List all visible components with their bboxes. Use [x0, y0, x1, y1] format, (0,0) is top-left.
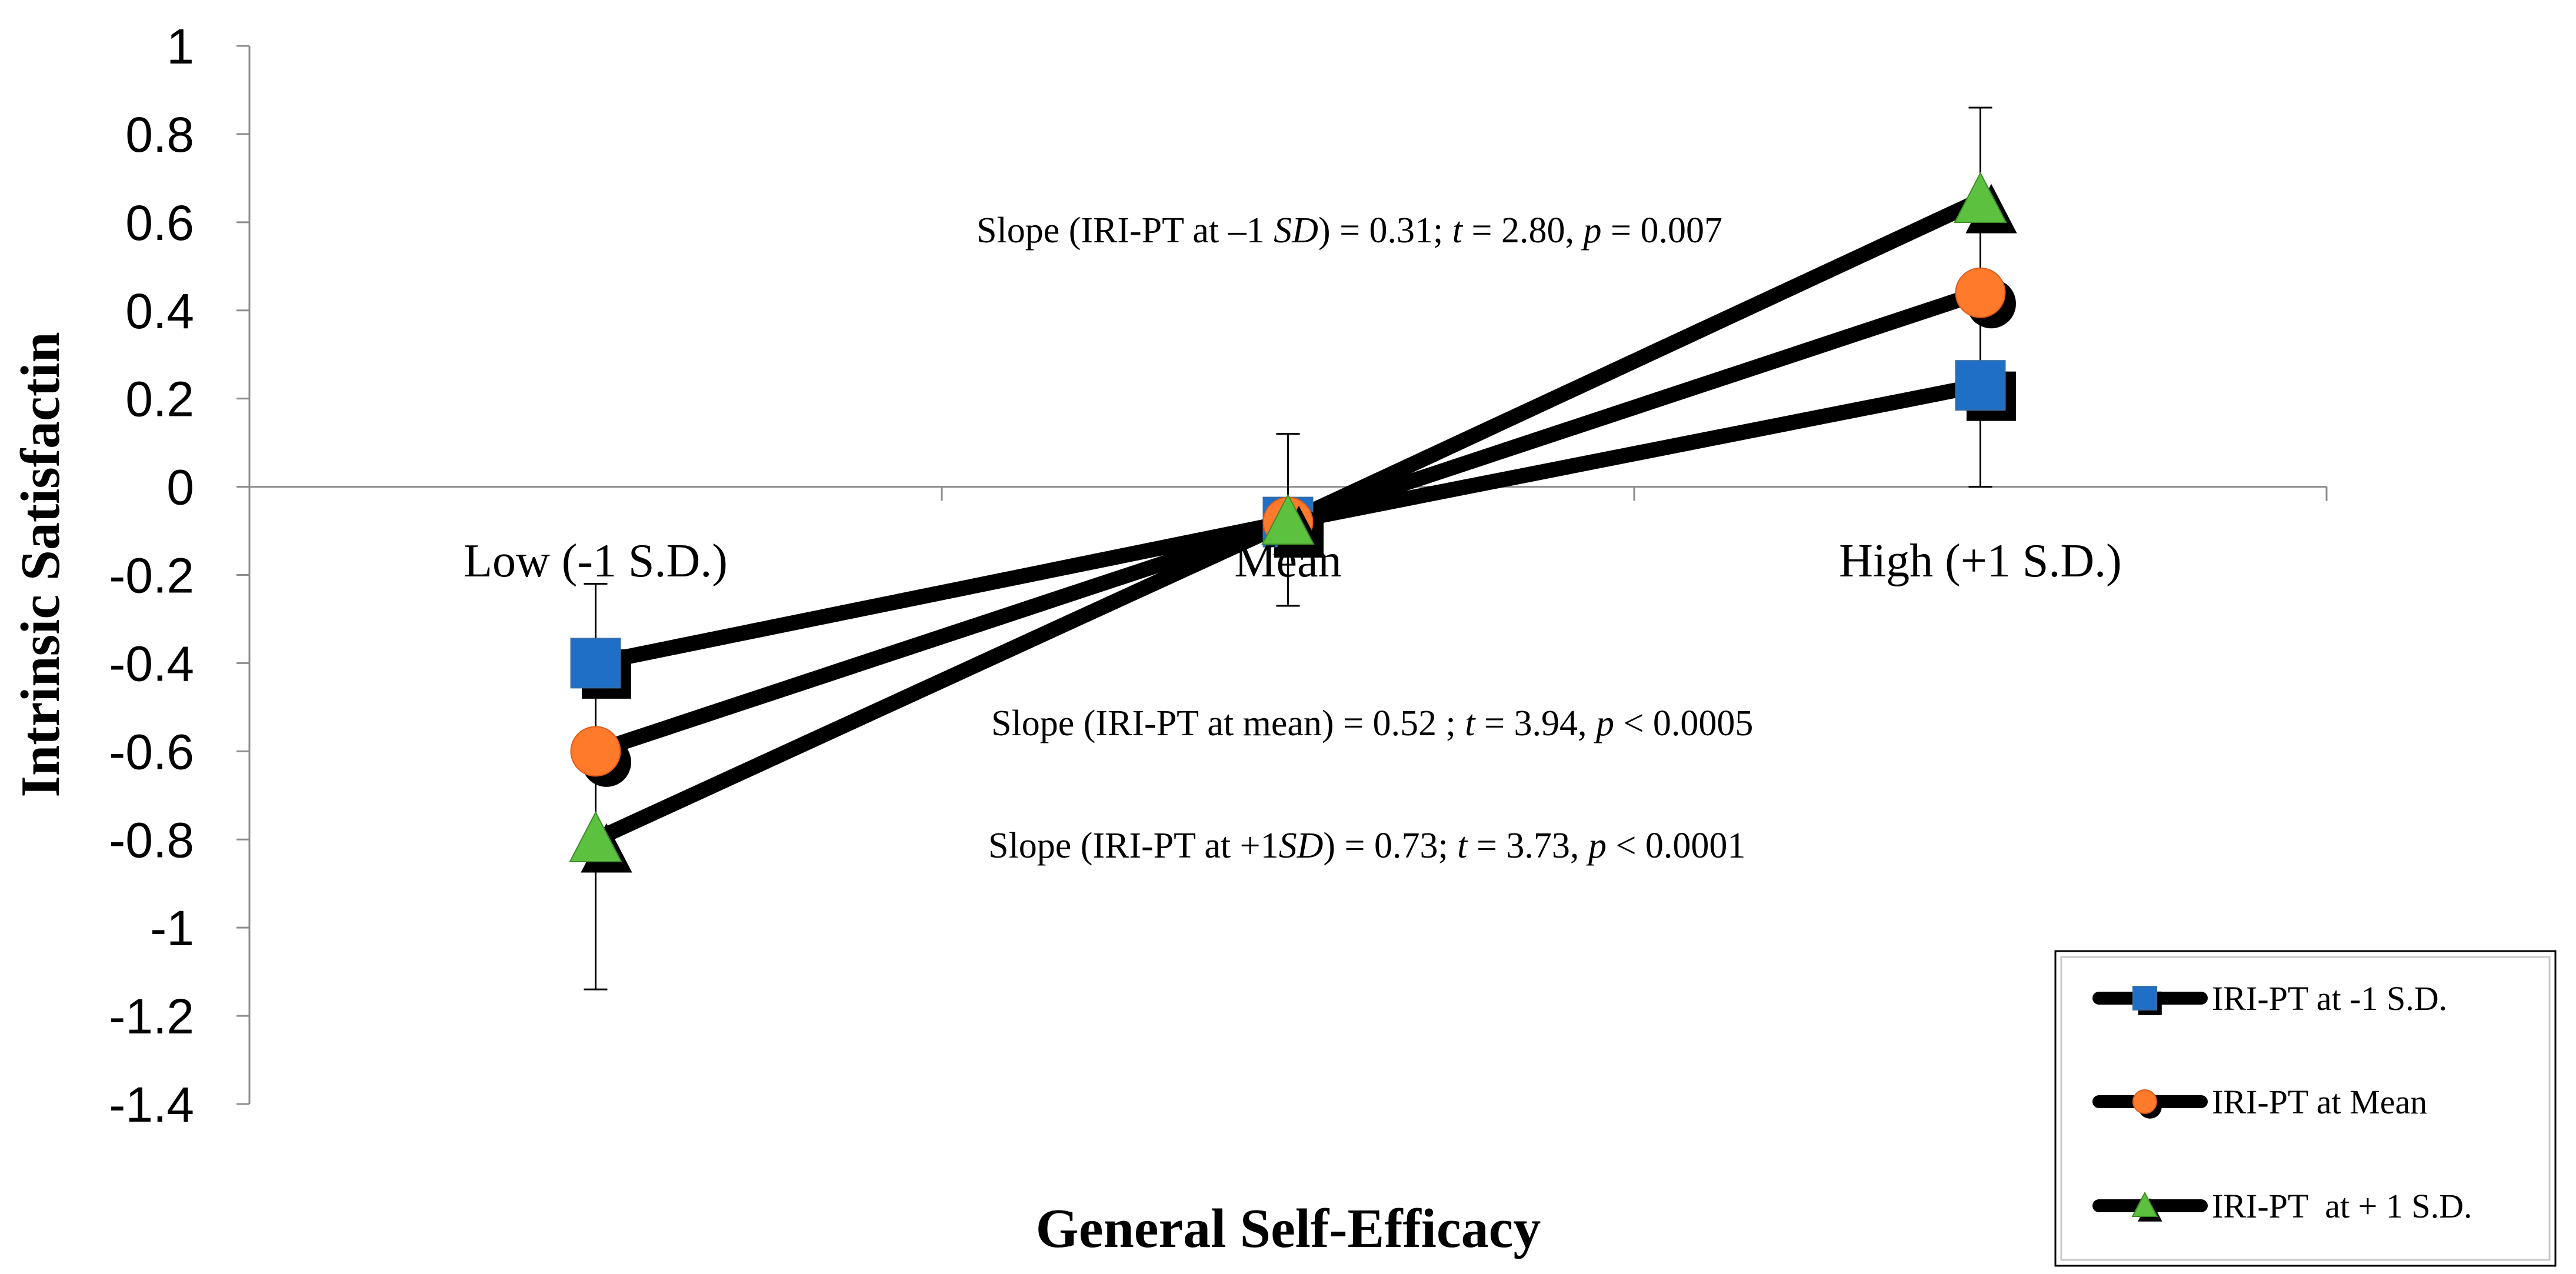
- x-tick-label: Low (-1 S.D.): [464, 535, 728, 587]
- y-axis-title: Intrinsic Satisfactin: [10, 332, 71, 797]
- triangle-marker: [2131, 1191, 2158, 1217]
- annotation-part: = 2.80,: [1462, 211, 1583, 251]
- data-point-s1-0: [570, 638, 631, 699]
- legend-marker: [2131, 1191, 2162, 1222]
- annotation-part: SD: [1279, 826, 1324, 866]
- x-axis-title: General Self-Efficacy: [1036, 1198, 1541, 1259]
- square-marker: [570, 638, 621, 689]
- annotation-part: p: [1586, 826, 1607, 866]
- y-tick-label: 0: [166, 460, 194, 515]
- y-tick-label: -0.6: [109, 724, 194, 779]
- y-tick-label: -0.2: [109, 548, 194, 603]
- data-point-s1-2: [1955, 360, 2016, 421]
- legend-label: IRI-PT at + 1 S.D.: [2212, 1187, 2472, 1225]
- legend: IRI-PT at -1 S.D. IRI-PT at Mean IRI-PT at…: [2054, 950, 2557, 1267]
- data-point-s3-1: [1261, 493, 1325, 555]
- annotation-part: ) = 0.31;: [1318, 211, 1452, 251]
- annotation-part: t: [1457, 826, 1468, 866]
- circle-marker: [570, 726, 621, 777]
- annotation-part: p: [1594, 703, 1614, 743]
- y-tick-label: -1.4: [109, 1077, 194, 1132]
- legend-inner-frame: [2060, 956, 2551, 1261]
- triangle-marker: [1261, 493, 1315, 545]
- annotation-part: = 3.73,: [1467, 826, 1588, 866]
- annotation-part: Slope (IRI-PT at –1: [977, 211, 1274, 251]
- y-tick-label: -1: [150, 901, 194, 956]
- annotation-part: Slope (IRI-PT at mean) = 0.52 ;: [991, 703, 1465, 743]
- legend-item-2: IRI-PT at Mean: [2092, 1083, 2427, 1121]
- data-point-s3-2: [1954, 171, 2017, 234]
- data-point-s2-0: [570, 726, 631, 787]
- annotation-part: < 0.0005: [1614, 703, 1753, 743]
- annotation-part: = 0.007: [1601, 211, 1722, 251]
- y-tick-label: 0.2: [125, 372, 194, 427]
- legend-marker: [2132, 986, 2162, 1015]
- annotation-part: Slope (IRI-PT at +1: [988, 826, 1279, 866]
- y-tick-label: 1: [166, 19, 194, 74]
- slope-annotation-1: Slope (IRI-PT at –1 SD) = 0.31; t = 2.80…: [977, 211, 1722, 251]
- circle-marker: [2132, 1089, 2157, 1114]
- y-tick-label: -0.4: [109, 636, 194, 691]
- legend-item-3: IRI-PT at + 1 S.D.: [2092, 1187, 2472, 1225]
- x-tick-label: Mean: [1234, 535, 1341, 587]
- triangle-marker: [569, 811, 622, 863]
- square-marker: [2132, 986, 2157, 1010]
- annotation-part: t: [1452, 211, 1464, 251]
- triangle-marker: [1954, 171, 2007, 224]
- square-marker: [1955, 360, 2006, 411]
- slope-annotation-2: Slope (IRI-PT at mean) = 0.52 ; t = 3.94…: [991, 703, 1753, 743]
- annotation-part: = 3.94,: [1475, 703, 1595, 743]
- circle-marker: [1955, 267, 2006, 318]
- y-tick-label: -1.2: [109, 989, 194, 1044]
- slope-annotation-3: Slope (IRI-PT at +1SD) = 0.73; t = 3.73,…: [988, 826, 1745, 866]
- annotation-part: SD: [1274, 211, 1318, 251]
- legend-label: IRI-PT at -1 S.D.: [2212, 979, 2447, 1018]
- data-point-s2-2: [1955, 267, 2016, 329]
- legend-item-1: IRI-PT at -1 S.D.: [2092, 979, 2447, 1018]
- series-markers: [569, 171, 2017, 873]
- legend-marker: [2132, 1089, 2162, 1119]
- y-tick-label: -0.8: [109, 812, 194, 868]
- data-point-s3-0: [569, 811, 632, 873]
- y-tick-label: 0.6: [125, 195, 194, 251]
- annotation-part: < 0.0001: [1607, 826, 1745, 866]
- annotation-part: t: [1465, 703, 1476, 743]
- slope-annotations: Slope (IRI-PT at –1 SD) = 0.31; t = 2.80…: [977, 211, 1753, 866]
- axis-labels: 1 0.8 0.6 0.4 0.2 0 -0.2 -0.4 -0.6 -0.8 -1 -1.2 -1.4…: [10, 19, 2122, 1259]
- annotation-part: ) = 0.73;: [1323, 826, 1457, 866]
- x-tick-label: High (+1 S.D.): [1839, 535, 2122, 587]
- legend-label: IRI-PT at Mean: [2212, 1083, 2427, 1121]
- annotation-part: p: [1581, 211, 1601, 251]
- y-tick-label: 0.4: [125, 284, 194, 339]
- y-tick-label: 0.8: [125, 107, 194, 162]
